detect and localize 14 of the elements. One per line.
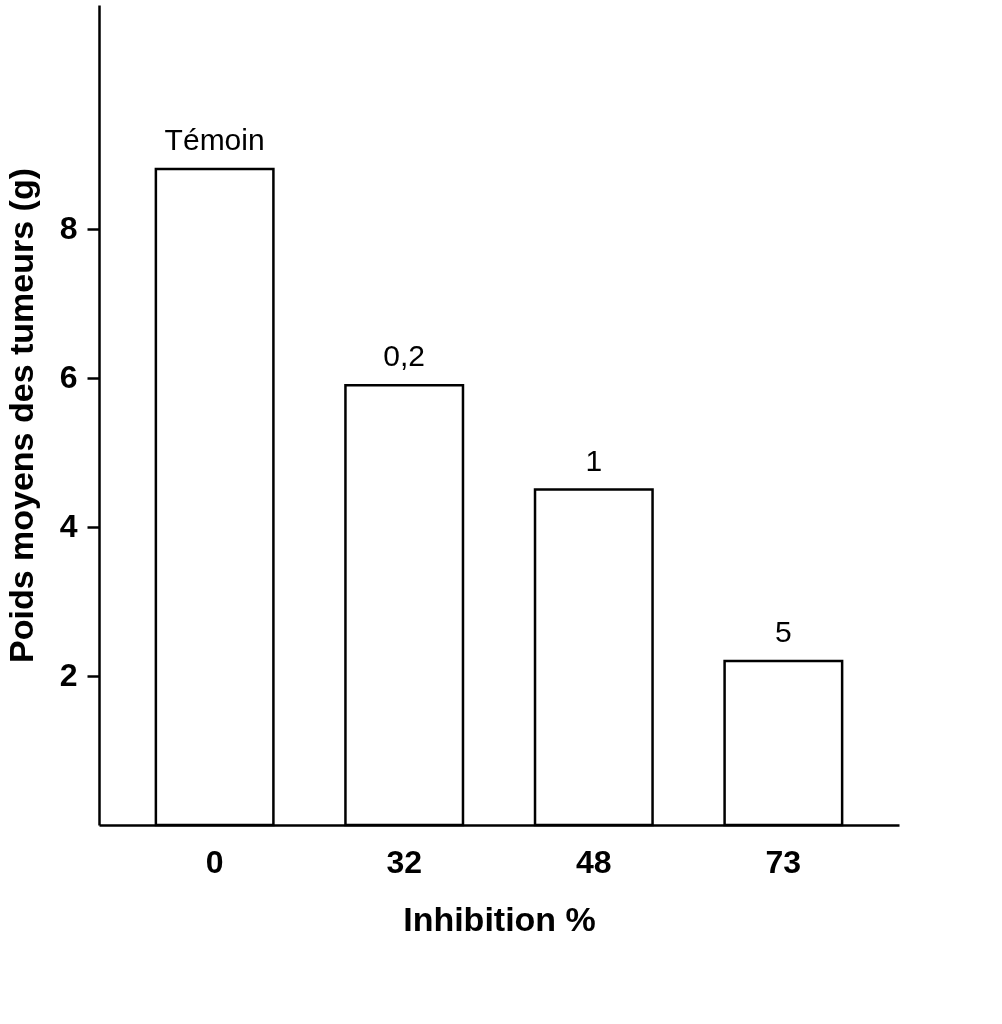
annotation: 5 (775, 615, 792, 648)
x-tick-label: 0 (205, 843, 224, 880)
x-tick-label: 73 (765, 843, 802, 880)
y-tick-label: 2 (59, 657, 78, 694)
x-tick-label: 48 (575, 843, 612, 880)
x-axis-title: Inhibition % (403, 899, 596, 938)
annotation: 0,2 (383, 339, 426, 373)
annotation: 1 (585, 443, 603, 477)
x-tick-label: 32 (386, 843, 423, 880)
y-tick-label: 6 (59, 359, 78, 396)
annotation: Témoin (164, 123, 265, 156)
y-axis-title: Poids moyens des tumeurs (g) (1, 168, 40, 663)
y-tick-label: 4 (59, 508, 78, 545)
y-tick-label: 8 (59, 210, 78, 247)
